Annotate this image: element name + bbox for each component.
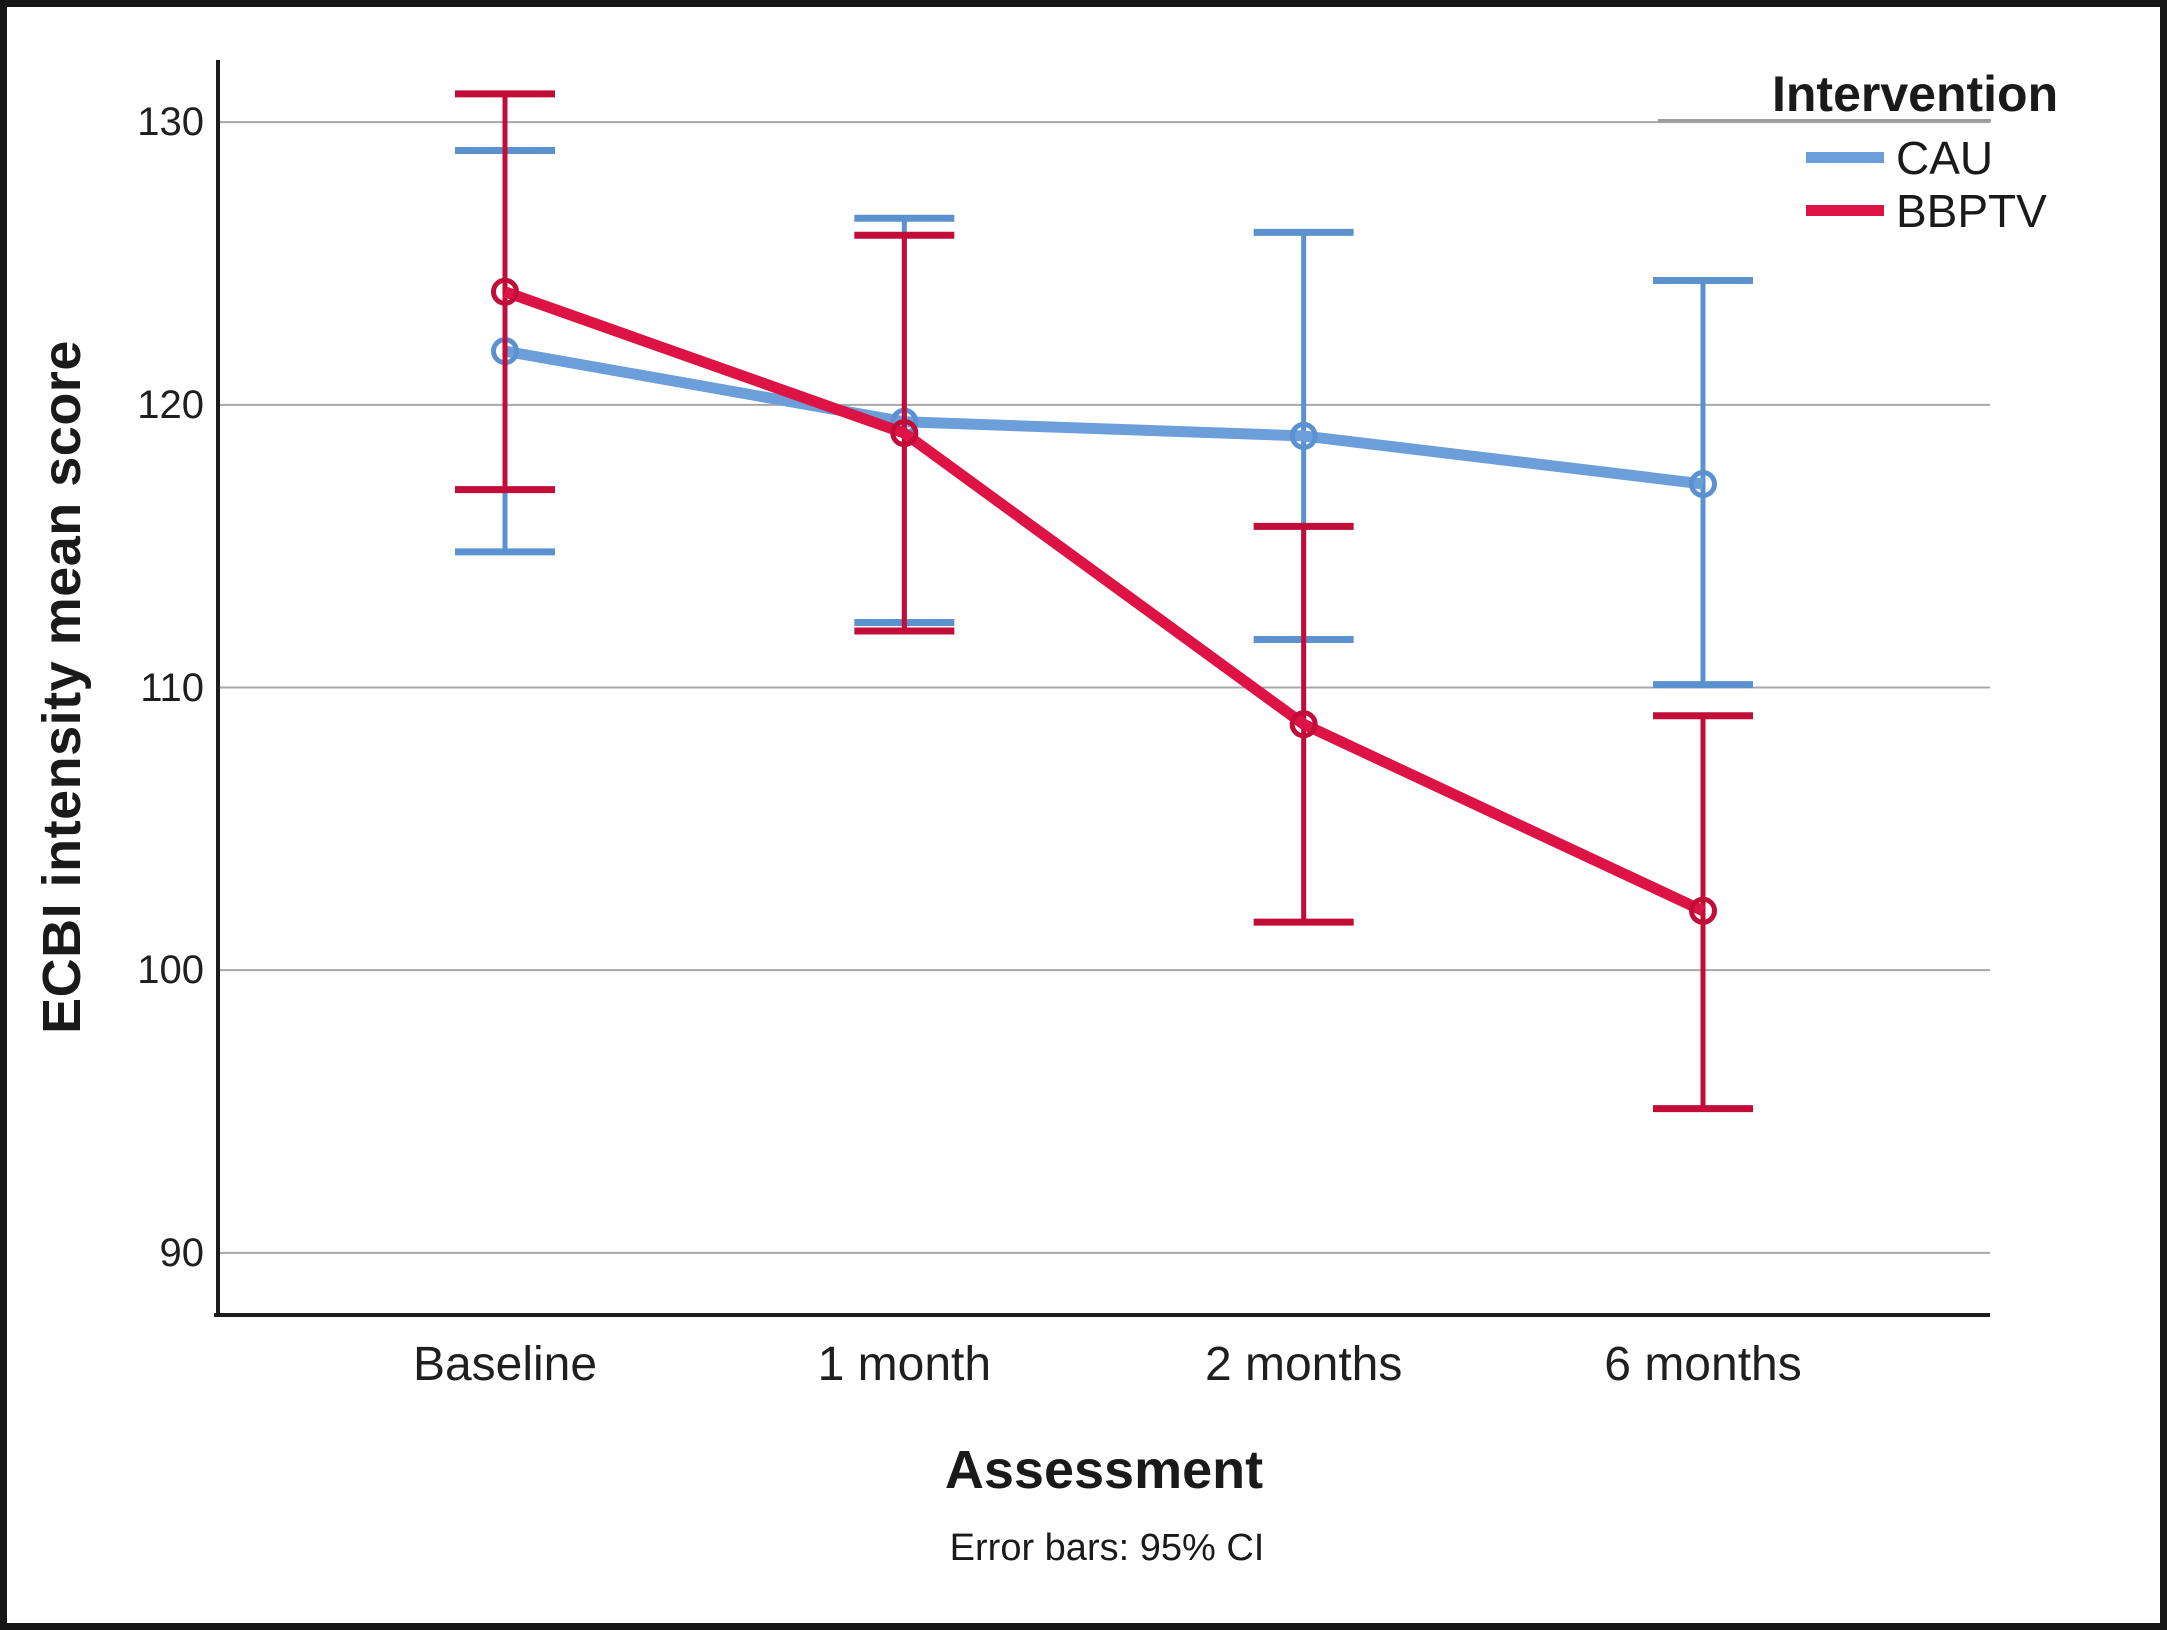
x-tick-label-2-months: 2 months (1204, 1338, 1403, 1391)
legend-item-bbptv: BBPTV (1806, 184, 2047, 237)
series-line-cau (504, 345, 1704, 490)
marker-bbptv-baseline (491, 277, 519, 306)
x-tick-label-1-month: 1 month (817, 1338, 992, 1391)
series-line-bbptv (503, 286, 1706, 916)
y-tick-label-90: 90 (159, 1230, 205, 1275)
legend-title: Intervention (1772, 66, 2059, 122)
x-tick-label-6-months: 6 months (1604, 1338, 1802, 1391)
legend-swatch-cau (1806, 152, 1884, 163)
marker-bbptv-2-months (1289, 710, 1318, 739)
legend-label-bbptv: BBPTV (1896, 184, 2047, 237)
legend-label-cau: CAU (1896, 131, 1994, 184)
y-tick-label-100: 100 (137, 948, 204, 993)
y-axis-title: ECBI intensity mean score (32, 340, 92, 1034)
marker-cau-6-months (1689, 469, 1717, 498)
legend-separator-line (1658, 119, 1991, 122)
legend-item-cau: CAU (1806, 131, 2047, 184)
x-tick-label-baseline: Baseline (412, 1338, 598, 1391)
marker-bbptv-6-months (1689, 896, 1717, 925)
y-tick-label-120: 120 (137, 382, 204, 427)
marker-bbptv-1-month (890, 419, 919, 448)
legend-swatch-bbptv (1806, 205, 1884, 216)
error-bars-footnote: Error bars: 95% CI (949, 1527, 1265, 1569)
x-axis-title: Assessment (944, 1440, 1264, 1500)
y-tick-label-110: 110 (140, 665, 204, 710)
legend: CAU BBPTV (1806, 131, 2047, 237)
marker-cau-2-months (1289, 421, 1318, 450)
y-tick-label-130: 130 (137, 100, 204, 145)
